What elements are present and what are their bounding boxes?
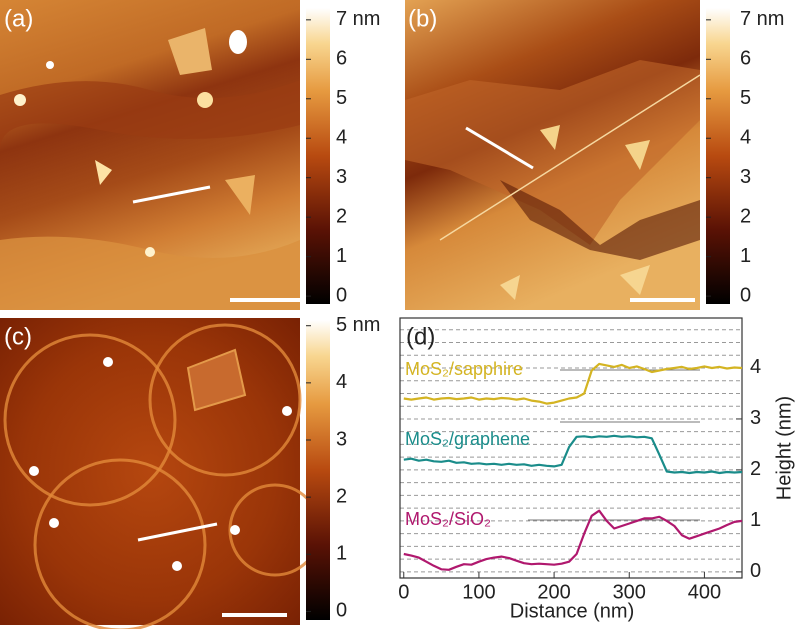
series-label: MoS₂/sapphire (405, 359, 523, 379)
colorbar-tick-label: 2 (336, 205, 347, 227)
y-tick-label: 1 (750, 509, 761, 531)
x-tick-label: 100 (462, 581, 495, 603)
panel-label: (d) (406, 323, 435, 350)
colorbar-tick-label: 4 (336, 371, 347, 393)
colorbar-tick-label: 5 nm (336, 314, 380, 336)
colorbar-tick-label: 5 (740, 87, 751, 109)
colorbar-tick-label: 6 (740, 48, 751, 70)
y-tick-label: 2 (750, 458, 761, 480)
series-line (403, 509, 743, 571)
colorbar-tick-label: 3 (740, 166, 751, 188)
colorbar-tick-label: 2 (740, 205, 751, 227)
series-line (403, 362, 743, 405)
colorbar (306, 320, 330, 620)
y-tick-label: 0 (750, 560, 761, 582)
colorbar-tick-label: 4 (336, 127, 347, 149)
panel-label: (a) (4, 5, 33, 32)
panel-label: (b) (408, 5, 437, 32)
x-axis-label: Distance (nm) (510, 600, 634, 622)
y-axis-label: Height (nm) (773, 396, 795, 500)
colorbar-tick-label: 4 (740, 127, 751, 149)
colorbar (706, 8, 730, 304)
panel-label: (c) (4, 323, 32, 350)
colorbar-tick-label: 1 (740, 245, 751, 267)
colorbar (306, 8, 330, 304)
series-label: MoS₂/graphene (405, 429, 530, 449)
colorbar-tick-label: 0 (336, 600, 347, 622)
afm-image-b (405, 0, 701, 310)
colorbar-tick-label: 0 (740, 284, 751, 306)
colorbar-tick-label: 2 (336, 485, 347, 507)
series-line (403, 434, 743, 475)
colorbar-tick-label: 3 (336, 166, 347, 188)
colorbar-tick-label: 0 (336, 284, 347, 306)
x-tick-label: 200 (537, 581, 570, 603)
y-tick-label: 3 (750, 407, 761, 429)
colorbar-tick-label: 6 (336, 48, 347, 70)
series-label: MoS₂/SiO₂ (405, 509, 491, 529)
x-tick-label: 400 (688, 581, 721, 603)
x-tick-label: 300 (613, 581, 646, 603)
colorbar-tick-label: 5 (336, 87, 347, 109)
colorbar-tick-label: 1 (336, 543, 347, 565)
colorbar-tick-label: 1 (336, 245, 347, 267)
y-tick-label: 4 (750, 356, 761, 378)
plot-frame (399, 317, 743, 579)
colorbar-tick-label: 7 nm (740, 8, 784, 30)
colorbar-tick-label: 7 nm (336, 8, 380, 30)
afm-image-a (0, 0, 300, 310)
x-tick-label: 0 (398, 581, 409, 603)
afm-image-c (0, 318, 322, 632)
colorbar-tick-label: 3 (336, 428, 347, 450)
